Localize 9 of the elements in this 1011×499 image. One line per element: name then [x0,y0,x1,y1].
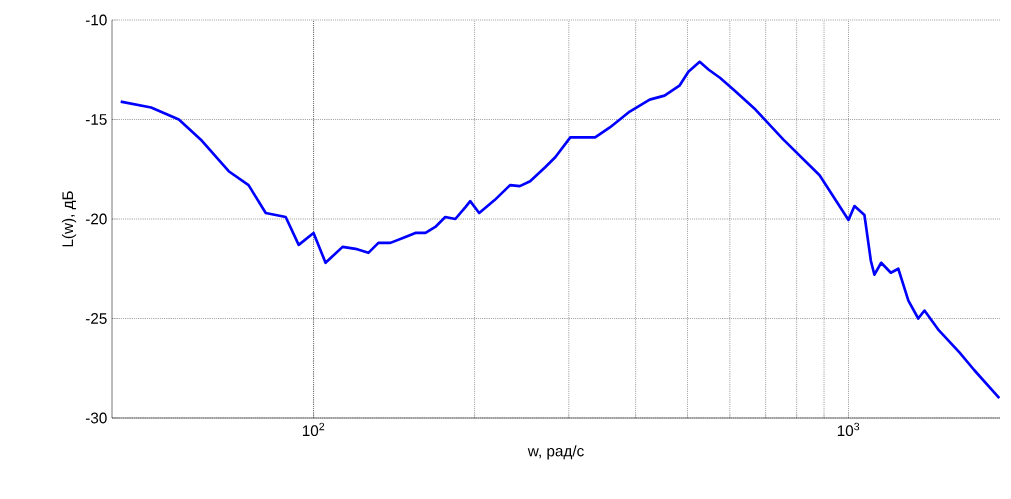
y-tick-label: -30 [85,412,107,424]
y-tick-label: -25 [85,313,107,324]
x-tick-label: 10$^{2}$ [302,422,325,437]
y-tick-label: -10 [85,14,107,26]
y-axis-title: L(w), дБ [61,191,77,247]
y-tick-label: -15 [85,114,107,125]
x-axis-title: w, рад/с [527,445,584,460]
x-tick-label: 10$^{3}$ [837,422,860,437]
y-tick-label: -20 [85,213,107,225]
